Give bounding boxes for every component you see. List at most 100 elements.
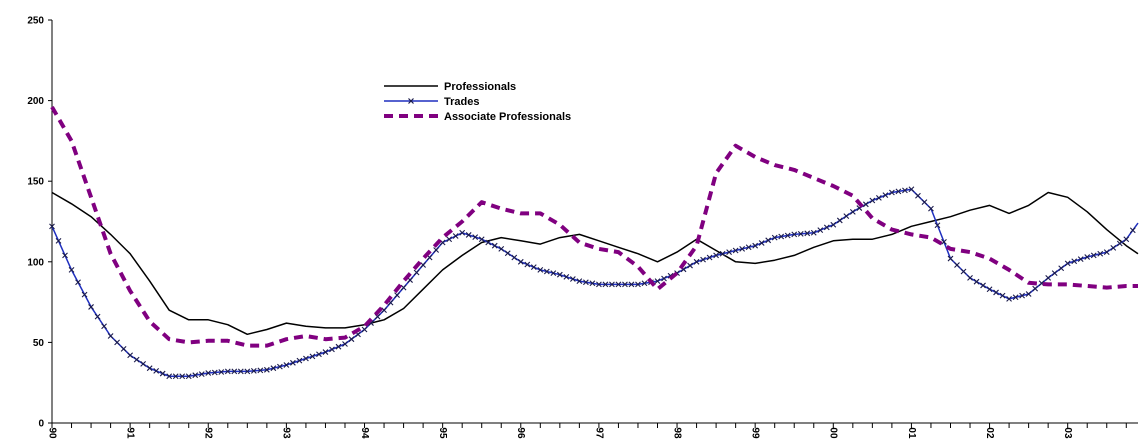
series-point [771, 234, 778, 241]
series-point [902, 187, 908, 194]
series-point [628, 281, 635, 288]
series-point [654, 278, 661, 285]
series-point [622, 281, 628, 288]
series-point [719, 250, 726, 257]
series-point [1123, 236, 1130, 243]
series-point [75, 279, 81, 286]
y-tick-label: 150 [27, 177, 44, 188]
legend-item: Professionals [384, 81, 516, 93]
series-point [348, 336, 355, 343]
legend-label: Trades [444, 96, 479, 108]
x-tick-label: 93 [281, 427, 292, 439]
series-point [1051, 270, 1058, 276]
x-tick-label: 03 [1062, 427, 1073, 439]
series-point [797, 230, 804, 237]
series-point [1058, 265, 1065, 272]
series-point [849, 208, 856, 215]
series-point [211, 369, 218, 376]
series-point [537, 266, 544, 273]
series-point [980, 282, 986, 289]
series-trades [49, 186, 1139, 380]
series-point [107, 333, 114, 339]
axes: 0 50 100 150 200 250 90 91 92 93 94 95 96 97 98 99 00 01 0… [27, 16, 1138, 439]
series-point [1116, 240, 1123, 247]
series-point [81, 291, 88, 298]
series-point [1032, 285, 1039, 292]
series-point [589, 280, 596, 287]
series-point [993, 289, 999, 296]
series-point [433, 247, 440, 253]
series-point [68, 266, 75, 273]
series-point [218, 369, 225, 375]
series-point [309, 353, 316, 360]
series-point [159, 370, 166, 377]
series-point [928, 205, 934, 212]
series-line [51, 191, 1139, 336]
series-point [862, 201, 869, 208]
series-point [921, 199, 928, 206]
series-point [452, 233, 459, 239]
series-point [1012, 294, 1019, 301]
series-point [485, 239, 492, 246]
series-point [283, 362, 290, 368]
series-point [641, 280, 648, 287]
series-point [329, 346, 335, 353]
series-point [758, 240, 765, 246]
x-tick-label: 02 [984, 427, 995, 439]
series-point [843, 213, 850, 220]
series-point [778, 233, 785, 240]
series-point [322, 349, 329, 355]
series-point [830, 221, 837, 228]
series-point [55, 237, 62, 244]
series-point [413, 269, 420, 276]
series-point [446, 236, 453, 243]
series-point [615, 281, 622, 288]
series-point [530, 264, 537, 271]
x-tick-label: 91 [124, 427, 135, 439]
series-point [700, 256, 706, 263]
series-point [661, 275, 667, 282]
series-point [569, 276, 576, 282]
series-point [765, 237, 772, 244]
series-point [1090, 252, 1097, 259]
series-point [635, 281, 641, 288]
series-point [1084, 254, 1091, 260]
series-point [609, 281, 615, 288]
y-tick-label: 50 [33, 338, 45, 349]
series-point [504, 250, 511, 257]
series-point [49, 223, 55, 230]
series-point [693, 258, 700, 265]
series-point [511, 254, 518, 261]
series-point [869, 197, 876, 204]
series-point [276, 363, 283, 370]
series-point [732, 247, 739, 254]
series-point [1064, 260, 1071, 267]
series-point [342, 341, 348, 347]
y-tick-label: 200 [27, 96, 44, 107]
series-lines [49, 106, 1139, 380]
series-point [290, 359, 296, 366]
series-point [556, 271, 563, 278]
legend: Professionals Trades Associate Professiona… [384, 81, 571, 123]
series-point [947, 255, 954, 262]
series-point [602, 281, 609, 288]
series-point [381, 307, 387, 314]
series-point [999, 292, 1006, 299]
series-point [895, 188, 902, 195]
series-point [1071, 258, 1078, 265]
series-point [550, 270, 557, 276]
series-point [804, 230, 811, 237]
series-point [491, 242, 498, 249]
series-associate-professionals [50, 106, 1138, 348]
y-tick-label: 0 [38, 419, 44, 430]
series-point [882, 192, 889, 199]
series-line [50, 106, 1138, 348]
series-point [459, 229, 466, 236]
series-point [101, 323, 107, 330]
series-point [836, 217, 843, 224]
series-point [817, 227, 824, 233]
series-point [94, 313, 101, 320]
series-point [400, 284, 407, 291]
series-point [576, 278, 583, 285]
